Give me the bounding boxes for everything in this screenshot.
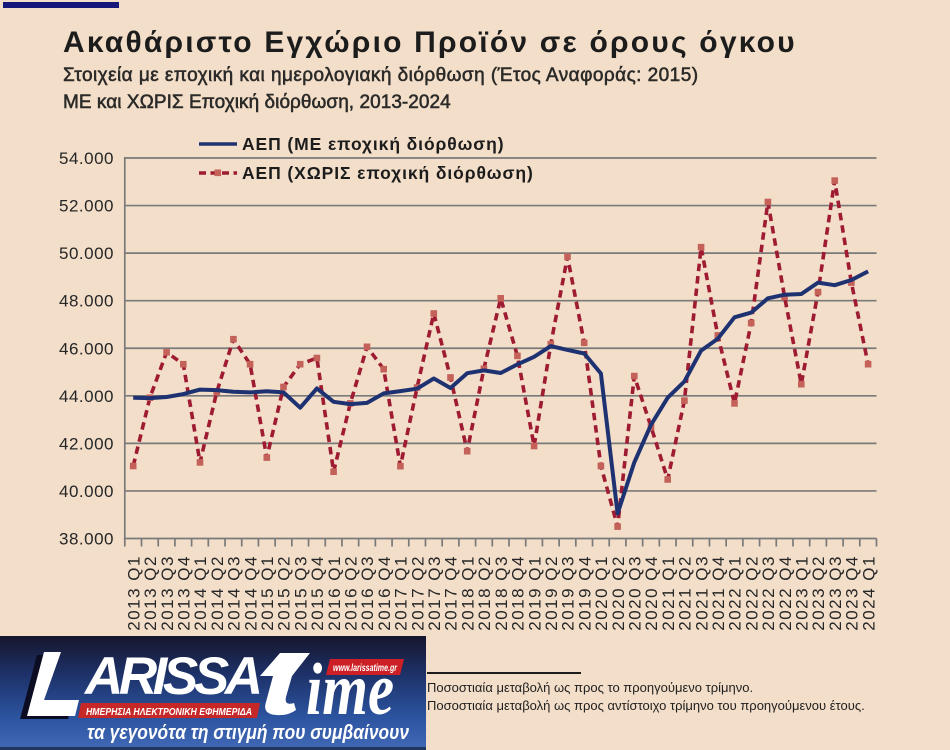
svg-text:ARISSA: ARISSA: [83, 647, 263, 706]
svg-text:2017 Q1: 2017 Q1: [392, 555, 411, 631]
svg-text:2020 Q3: 2020 Q3: [625, 555, 644, 631]
svg-text:2014 Q3: 2014 Q3: [225, 555, 244, 631]
svg-text:2021 Q1: 2021 Q1: [659, 555, 678, 631]
svg-text:2023 Q2: 2023 Q2: [809, 555, 828, 631]
svg-text:2016 Q1: 2016 Q1: [325, 555, 344, 631]
svg-text:ΗΜΕΡΗΣΙΑ ΗΛΕΚΤΡΟΝΙΚΗ ΕΦΗΜΕΡΙΔΑ: ΗΜΕΡΗΣΙΑ ΗΛΕΚΤΡΟΝΙΚΗ ΕΦΗΜΕΡΙΔΑ: [86, 706, 252, 718]
svg-text:2021 Q2: 2021 Q2: [676, 555, 695, 631]
svg-text:2015 Q4: 2015 Q4: [308, 555, 327, 631]
svg-text:2018 Q1: 2018 Q1: [458, 555, 477, 631]
svg-text:2015 Q2: 2015 Q2: [275, 555, 294, 631]
svg-text:2018 Q3: 2018 Q3: [492, 555, 511, 631]
svg-text:2019 Q2: 2019 Q2: [542, 555, 561, 631]
svg-text:2016 Q3: 2016 Q3: [358, 555, 377, 631]
svg-text:2014 Q1: 2014 Q1: [191, 555, 210, 631]
svg-text:2017 Q4: 2017 Q4: [442, 555, 461, 631]
svg-text:2013 Q4: 2013 Q4: [174, 555, 193, 631]
svg-text:48.000: 48.000: [59, 292, 114, 311]
svg-text:54.000: 54.000: [59, 149, 114, 168]
svg-text:2020 Q1: 2020 Q1: [592, 555, 611, 631]
svg-text:2020 Q2: 2020 Q2: [609, 555, 628, 631]
svg-text:2022 Q4: 2022 Q4: [776, 555, 795, 631]
svg-text:2023 Q3: 2023 Q3: [826, 555, 845, 631]
svg-text:2022 Q2: 2022 Q2: [742, 555, 761, 631]
svg-text:2019 Q3: 2019 Q3: [559, 555, 578, 631]
svg-text:2013 Q2: 2013 Q2: [141, 555, 160, 631]
svg-text:2019 Q1: 2019 Q1: [525, 555, 544, 631]
svg-text:40.000: 40.000: [59, 482, 114, 501]
svg-text:2017 Q2: 2017 Q2: [408, 555, 427, 631]
svg-text:www.larissatime.gr: www.larissatime.gr: [333, 663, 398, 674]
svg-text:50.000: 50.000: [59, 244, 114, 263]
svg-text:2018 Q2: 2018 Q2: [475, 555, 494, 631]
svg-text:2015 Q1: 2015 Q1: [258, 555, 277, 631]
svg-text:2023 Q1: 2023 Q1: [793, 555, 812, 631]
svg-text:2017 Q3: 2017 Q3: [425, 555, 444, 631]
svg-text:2024 Q1: 2024 Q1: [859, 555, 878, 631]
svg-text:2021 Q3: 2021 Q3: [692, 555, 711, 631]
svg-text:38.000: 38.000: [59, 530, 114, 549]
svg-text:2013 Q1: 2013 Q1: [124, 555, 143, 631]
svg-text:2016 Q2: 2016 Q2: [342, 555, 361, 631]
svg-text:2018 Q4: 2018 Q4: [509, 555, 528, 631]
svg-text:2021 Q4: 2021 Q4: [709, 555, 728, 631]
svg-text:46.000: 46.000: [59, 339, 114, 358]
svg-text:2013 Q3: 2013 Q3: [158, 555, 177, 631]
svg-text:2020 Q4: 2020 Q4: [642, 555, 661, 631]
svg-text:2014 Q2: 2014 Q2: [208, 555, 227, 631]
svg-text:2016 Q4: 2016 Q4: [375, 555, 394, 631]
svg-text:2014 Q4: 2014 Q4: [241, 555, 260, 631]
svg-text:52.000: 52.000: [59, 197, 114, 216]
svg-text:44.000: 44.000: [59, 387, 114, 406]
svg-text:2022 Q3: 2022 Q3: [759, 555, 778, 631]
svg-text:42.000: 42.000: [59, 434, 114, 453]
svg-text:2023 Q4: 2023 Q4: [843, 555, 862, 631]
svg-text:2022 Q1: 2022 Q1: [726, 555, 745, 631]
svg-text:2019 Q4: 2019 Q4: [575, 555, 594, 631]
svg-text:2015 Q3: 2015 Q3: [291, 555, 310, 631]
svg-text:τα γεγονότα τη στιγμή που συμβ: τα γεγονότα τη στιγμή που συμβαίνουν: [87, 722, 409, 744]
